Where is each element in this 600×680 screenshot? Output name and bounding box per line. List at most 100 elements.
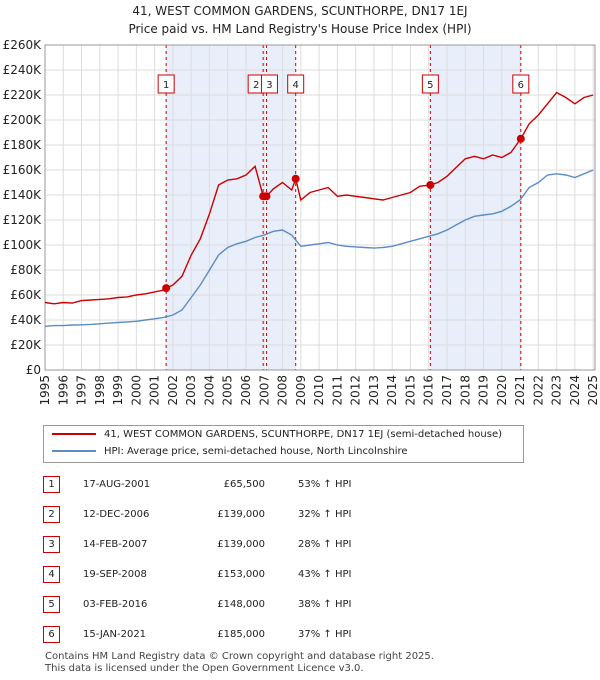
transaction-label-box <box>512 74 530 94</box>
y-tick-label: £60K <box>10 288 42 302</box>
transaction-marker-label: 1 <box>43 476 60 493</box>
legend-label-hpi: HPI: Average price, semi-detached house,… <box>104 446 408 457</box>
chart-legend: 41, WEST COMMON GARDENS, SCUNTHORPE, DN1… <box>43 425 524 463</box>
transaction-price: £139,000 <box>217 509 265 520</box>
x-tick-label: 2007 <box>257 375 271 406</box>
transaction-date: 03-FEB-2016 <box>83 599 148 610</box>
transaction-label-box <box>421 74 439 94</box>
x-tick-label: 1996 <box>56 375 70 406</box>
x-tick-label: 1995 <box>38 375 52 406</box>
series-line-property <box>44 91 594 305</box>
x-tick-label: 2023 <box>550 375 564 406</box>
transaction-price: £148,000 <box>217 599 265 610</box>
y-tick-label: £220K <box>3 88 43 102</box>
transaction-label-text: 4 <box>293 80 299 91</box>
x-tick-label: 2013 <box>367 375 381 406</box>
y-tick-label: £180K <box>3 138 43 152</box>
transaction-price: £65,500 <box>223 479 265 490</box>
series-line-hpi <box>44 169 594 327</box>
transaction-marker-label: 2 <box>43 506 60 523</box>
y-tick-label: £40K <box>10 313 42 327</box>
transaction-point <box>426 181 435 189</box>
y-tick-label: £0 <box>26 363 41 377</box>
x-tick-label: 2011 <box>330 375 344 406</box>
footer-licence: This data is licensed under the Open Gov… <box>45 663 364 674</box>
x-tick-label: 2009 <box>294 375 308 406</box>
x-tick-label: 2000 <box>129 375 143 406</box>
x-tick-label: 2022 <box>531 375 545 406</box>
y-tick-label: £20K <box>10 338 42 352</box>
transaction-hpi-change: 38% ↑ HPI <box>298 599 352 610</box>
y-tick-label: £100K <box>3 238 43 252</box>
x-tick-label: 2006 <box>239 375 253 406</box>
table-row: 3 14-FEB-2007 £139,000 28% ↑ HPI <box>43 536 563 556</box>
x-tick-label: 2018 <box>458 375 472 406</box>
x-tick-label: 2015 <box>403 375 417 406</box>
shaded-period <box>430 45 521 370</box>
x-tick-label: 2004 <box>202 375 216 406</box>
y-tick-label: £140K <box>3 188 43 202</box>
transaction-hpi-change: 28% ↑ HPI <box>298 539 352 550</box>
transaction-point <box>516 134 525 143</box>
table-row: 2 12-DEC-2006 £139,000 32% ↑ HPI <box>43 506 563 526</box>
legend-item-hpi: HPI: Average price, semi-detached house,… <box>52 446 408 462</box>
chart-title-address: 41, WEST COMMON GARDENS, SCUNTHORPE, DN1… <box>132 4 468 18</box>
x-tick-label: 2021 <box>513 375 527 406</box>
transaction-label-text: 5 <box>427 80 433 91</box>
x-tick-label: 2005 <box>221 375 235 406</box>
footer-copyright: Contains HM Land Registry data © Crown c… <box>45 651 434 662</box>
transaction-label-box <box>287 74 305 94</box>
chart-subtitle: Price paid vs. HM Land Registry's House … <box>128 22 472 36</box>
x-tick-label: 2014 <box>385 375 399 406</box>
transaction-label-text: 6 <box>518 80 524 91</box>
transaction-hpi-change: 32% ↑ HPI <box>298 509 352 520</box>
y-tick-label: £160K <box>3 163 43 177</box>
x-tick-label: 2016 <box>422 375 436 406</box>
transaction-marker-label: 5 <box>43 596 60 613</box>
table-row: 6 15-JAN-2021 £185,000 37% ↑ HPI <box>43 626 563 646</box>
transaction-date: 19-SEP-2008 <box>83 569 147 580</box>
transaction-label-box <box>157 74 175 94</box>
x-tick-label: 2024 <box>568 375 582 406</box>
y-tick-label: £120K <box>3 213 43 227</box>
x-tick-label: 2002 <box>166 375 180 406</box>
transaction-point <box>262 192 271 201</box>
legend-swatch-hpi <box>52 450 96 452</box>
legend-swatch-property <box>52 433 96 435</box>
transaction-marker-label: 4 <box>43 566 60 583</box>
x-tick-label: 2010 <box>312 375 326 406</box>
table-row: 4 19-SEP-2008 £153,000 43% ↑ HPI <box>43 566 563 586</box>
transaction-label-text: 3 <box>266 80 272 91</box>
y-tick-label: £260K <box>3 38 43 52</box>
x-tick-label: 2012 <box>349 375 363 406</box>
transaction-price: £153,000 <box>217 569 265 580</box>
x-tick-label: 2017 <box>440 375 454 406</box>
x-tick-label: 1997 <box>75 375 89 406</box>
x-tick-label: 2025 <box>586 375 600 406</box>
transaction-date: 15-JAN-2021 <box>83 629 147 640</box>
transaction-hpi-change: 43% ↑ HPI <box>298 569 352 580</box>
legend-label-property: 41, WEST COMMON GARDENS, SCUNTHORPE, DN1… <box>104 429 502 440</box>
x-tick-label: 1998 <box>93 375 107 406</box>
transaction-label-text: 2 <box>253 80 259 91</box>
transaction-marker-label: 6 <box>43 626 60 643</box>
price-chart: 1 2 3 4 5 6£0£20K£40K£60K£80K£100K£120K£140K£… <box>3 38 600 406</box>
transaction-date: 12-DEC-2006 <box>83 509 150 520</box>
transaction-hpi-change: 53% ↑ HPI <box>298 479 352 490</box>
x-tick-label: 2008 <box>276 375 290 406</box>
transaction-point <box>291 174 300 183</box>
y-tick-label: £240K <box>3 63 43 77</box>
x-tick-label: 2001 <box>148 375 162 406</box>
x-tick-label: 2003 <box>184 375 198 406</box>
transaction-label-text: 1 <box>163 80 169 91</box>
table-row: 1 17-AUG-2001 £65,500 53% ↑ HPI <box>43 476 563 496</box>
transaction-marker-label: 3 <box>43 536 60 553</box>
shaded-period <box>266 45 296 370</box>
transaction-date: 14-FEB-2007 <box>83 539 148 550</box>
y-tick-label: £80K <box>10 263 42 277</box>
table-row: 5 03-FEB-2016 £148,000 38% ↑ HPI <box>43 596 563 616</box>
transaction-label-box <box>260 74 278 94</box>
x-tick-label: 2019 <box>477 375 491 406</box>
transaction-price: £185,000 <box>217 629 265 640</box>
transaction-date: 17-AUG-2001 <box>83 479 151 490</box>
